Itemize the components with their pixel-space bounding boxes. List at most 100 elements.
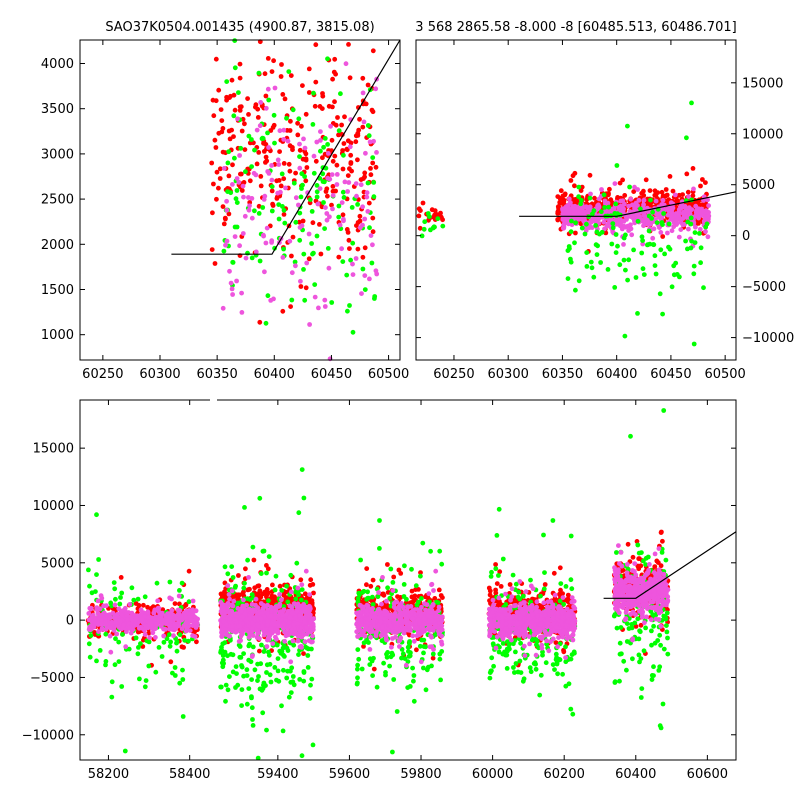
data-point xyxy=(273,573,279,579)
data-point xyxy=(401,582,407,587)
data-point xyxy=(285,648,291,653)
data-point xyxy=(147,635,153,641)
data-point xyxy=(613,232,619,237)
data-point xyxy=(336,128,342,134)
data-point xyxy=(221,166,227,171)
data-point xyxy=(168,659,174,665)
data-point xyxy=(680,222,686,228)
data-point xyxy=(220,603,226,608)
data-point xyxy=(293,195,299,201)
data-point xyxy=(558,200,563,206)
data-point xyxy=(309,676,315,682)
data-point xyxy=(355,202,360,207)
data-point xyxy=(92,630,97,635)
data-point xyxy=(253,596,259,602)
data-point xyxy=(324,217,330,223)
panel-top-right: 3 568 2865.58 -8.000 -8 [60485.513, 6048… xyxy=(415,20,794,382)
data-point xyxy=(223,216,228,222)
data-point xyxy=(310,220,316,226)
data-point xyxy=(357,116,362,122)
data-point xyxy=(603,210,608,215)
data-point xyxy=(280,255,286,260)
data-point xyxy=(267,672,273,678)
data-point xyxy=(293,596,299,602)
data-point xyxy=(359,291,364,296)
data-point xyxy=(256,211,262,216)
data-point xyxy=(171,633,176,639)
data-point xyxy=(301,605,307,611)
data-point xyxy=(587,195,593,201)
data-point xyxy=(109,679,115,685)
data-point xyxy=(209,160,215,166)
data-point xyxy=(631,215,637,221)
data-point xyxy=(295,604,301,610)
data-point xyxy=(257,495,263,501)
data-point xyxy=(220,125,226,131)
data-point xyxy=(661,211,666,216)
data-point xyxy=(374,150,379,155)
data-point xyxy=(346,180,352,185)
data-point xyxy=(697,202,703,208)
data-point xyxy=(209,247,215,253)
data-point xyxy=(288,304,293,309)
data-point xyxy=(411,673,417,678)
data-point xyxy=(370,155,376,161)
data-point xyxy=(359,666,365,672)
data-point xyxy=(298,577,304,583)
data-point xyxy=(301,267,306,272)
data-point xyxy=(245,250,250,256)
data-point xyxy=(228,637,233,643)
data-point xyxy=(633,204,638,210)
data-point xyxy=(431,214,436,220)
data-point xyxy=(242,580,247,586)
data-point xyxy=(146,639,152,645)
data-point xyxy=(635,218,641,224)
data-point xyxy=(280,92,286,97)
data-point xyxy=(213,98,219,104)
data-point xyxy=(652,253,658,259)
data-point xyxy=(264,592,270,598)
data-point xyxy=(362,245,368,251)
data-point xyxy=(280,728,286,734)
data-point xyxy=(314,183,320,188)
data-point xyxy=(277,592,282,597)
data-point xyxy=(310,122,316,127)
data-point xyxy=(641,223,646,229)
data-point xyxy=(266,652,272,658)
data-point xyxy=(354,193,359,199)
data-point xyxy=(638,206,643,212)
data-point xyxy=(646,213,652,219)
data-point xyxy=(697,231,702,236)
data-point xyxy=(243,617,249,623)
data-point xyxy=(264,644,270,649)
data-point xyxy=(297,165,303,171)
data-point xyxy=(291,642,297,648)
data-point xyxy=(345,308,350,314)
data-point xyxy=(237,75,243,81)
data-point xyxy=(319,106,325,111)
data-point xyxy=(256,150,262,155)
y-tick-label: 10000 xyxy=(742,127,783,142)
data-point xyxy=(192,634,198,639)
data-point xyxy=(601,219,607,225)
data-point xyxy=(705,197,710,203)
data-point xyxy=(355,675,360,681)
data-point xyxy=(440,223,446,229)
data-point xyxy=(417,225,423,231)
data-point xyxy=(229,588,235,594)
data-point xyxy=(239,310,245,315)
data-point xyxy=(307,197,313,203)
data-point xyxy=(232,38,238,43)
data-point xyxy=(287,168,293,174)
data-point xyxy=(290,679,296,685)
data-point xyxy=(652,192,658,198)
data-point xyxy=(324,211,330,216)
data-point xyxy=(621,257,627,263)
data-point xyxy=(277,128,283,134)
data-point xyxy=(297,141,302,147)
data-point xyxy=(123,644,129,650)
data-point xyxy=(416,213,422,219)
data-point xyxy=(625,123,630,129)
data-point xyxy=(254,161,260,167)
data-point xyxy=(326,265,332,271)
